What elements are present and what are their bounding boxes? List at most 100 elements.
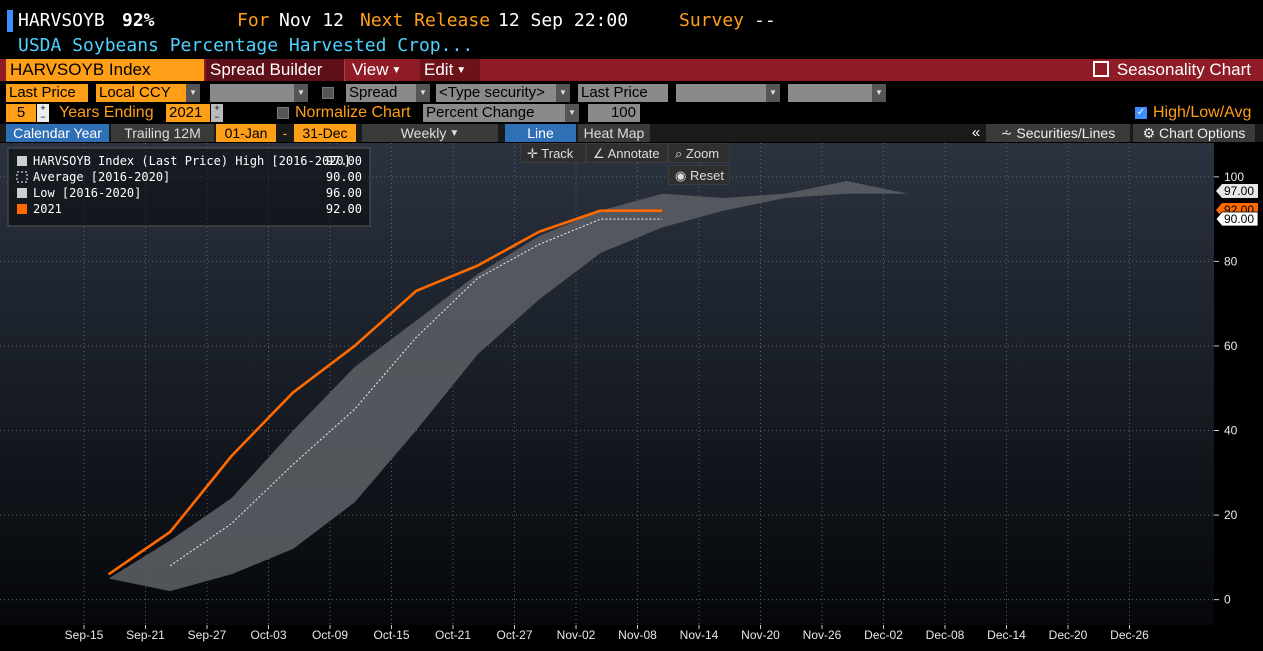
- securities-lines-label: Securities/Lines: [1016, 125, 1116, 141]
- years-ending-label: Years Ending: [59, 104, 154, 121]
- tab-heat-map[interactable]: Heat Map: [578, 124, 650, 142]
- years-count-value: 5: [16, 104, 26, 121]
- x-tick-label: Nov-26: [803, 628, 842, 642]
- collapse-icon[interactable]: «: [971, 124, 981, 141]
- chevron-down-icon: ▼: [186, 84, 200, 102]
- price-tag-avg-text: 90.00: [1224, 212, 1254, 226]
- blank-select-3[interactable]: ▼: [788, 84, 886, 102]
- reset-label: Reset: [689, 168, 724, 183]
- radio-icon: ◉: [675, 168, 690, 183]
- edit-menu-label: Edit: [424, 60, 454, 79]
- type-security-input[interactable]: <Type security> ▼: [436, 84, 570, 102]
- next-release-label: Next Release: [360, 10, 491, 31]
- legend-swatch-average: [16, 171, 28, 183]
- legend-label-low: Low [2016-2020]: [33, 186, 141, 200]
- y-tick-label: 0: [1224, 593, 1231, 607]
- securities-lines-button[interactable]: ⩪ Securities/Lines: [986, 124, 1130, 142]
- x-tick-label: Nov-20: [741, 628, 780, 642]
- chevron-down-icon: ▼: [565, 104, 579, 122]
- x-tick-label: Nov-02: [557, 628, 596, 642]
- chevron-down-icon: ▼: [449, 128, 460, 140]
- tab-calendar-year[interactable]: Calendar Year: [6, 124, 109, 142]
- normalize-base-input[interactable]: 100: [588, 104, 640, 122]
- legend-label-high: HARVSOYB Index (Last Price) High [2016-2…: [33, 154, 351, 168]
- chevron-down-icon: ▼: [391, 64, 402, 76]
- plus-icon[interactable]: +: [211, 104, 223, 113]
- line-2021: [107, 209, 663, 576]
- edit-menu[interactable]: Edit ▼: [420, 59, 480, 81]
- reset-button[interactable]: ◉ Reset: [668, 165, 730, 185]
- x-tick-label: Oct-21: [435, 628, 471, 642]
- next-release-value: 12 Sep 22:00: [498, 10, 629, 31]
- legend-swatch-low: [17, 188, 27, 198]
- y-tick-label: 40: [1224, 424, 1238, 438]
- survey-value: --: [754, 10, 776, 31]
- header-row: HARVSOYB 92% For Nov 12 Next Release 12 …: [0, 8, 1263, 34]
- start-date-input[interactable]: 01-Jan: [216, 124, 276, 142]
- legend-label-2021: 2021: [33, 202, 62, 216]
- seasonality-chart[interactable]: 0 20 40 60 80 100 Sep-15 Sep-21 Sep-27 Oct-03 Oct…: [0, 143, 1263, 651]
- years-count-input[interactable]: 5: [6, 104, 36, 122]
- currency-select[interactable]: Local CCY ▼: [96, 84, 200, 102]
- price-tag-avg: [1215, 211, 1259, 227]
- seasonality-chart-button[interactable]: Seasonality Chart: [1089, 59, 1251, 81]
- y-axis-area: [1214, 143, 1263, 651]
- minus-icon[interactable]: −: [37, 113, 49, 122]
- type-security-placeholder: <Type security>: [439, 84, 545, 101]
- high-low-avg-label: High/Low/Avg: [1153, 104, 1252, 121]
- for-value: Nov 12: [279, 10, 345, 31]
- normalize-mode-select[interactable]: Percent Change ▼: [423, 104, 579, 122]
- minus-icon[interactable]: −: [211, 113, 223, 122]
- blank-select-1[interactable]: ▼: [210, 84, 308, 102]
- price-tag-high-text: 97.00: [1224, 184, 1254, 198]
- chevron-down-icon: ▼: [294, 84, 308, 102]
- y-tick-label: 80: [1224, 254, 1238, 268]
- normalize-mode-label: Percent Change: [426, 104, 535, 121]
- spread-select[interactable]: Spread ▼: [346, 84, 430, 102]
- normalize-checkbox[interactable]: [277, 107, 289, 119]
- frequency-label: Weekly: [400, 125, 447, 141]
- zoom-tool[interactable]: ⌕ Zoom: [668, 143, 730, 163]
- x-tick-label: Dec-20: [1049, 628, 1088, 642]
- x-tick-label: Nov-14: [680, 628, 719, 642]
- x-tick-label: Sep-15: [65, 628, 104, 642]
- legend-box: [7, 147, 371, 227]
- normalize-label: Normalize Chart: [295, 104, 411, 121]
- track-label: Track: [541, 146, 574, 161]
- legend-value-low: 96.00: [326, 186, 362, 200]
- spread-builder-button[interactable]: Spread Builder: [206, 59, 345, 81]
- y-axis: 0 20 40 60 80 100: [1214, 170, 1244, 607]
- spread-select-label: Spread: [349, 84, 398, 101]
- legend-value-average: 90.00: [326, 170, 362, 184]
- chart-tab-row: Calendar Year Trailing 12M 01-Jan - 31-D…: [0, 124, 1263, 142]
- year-end-input[interactable]: 2021: [166, 104, 210, 122]
- frequency-select[interactable]: Weekly ▼: [362, 124, 498, 142]
- current-value: 92%: [122, 10, 155, 31]
- check-icon[interactable]: ✓: [1135, 107, 1147, 119]
- annotate-tool[interactable]: ∠ Annotate: [586, 143, 668, 163]
- ticker[interactable]: HARVSOYB: [18, 10, 105, 31]
- blank-select-2[interactable]: ▼: [676, 84, 780, 102]
- x-tick-label: Dec-26: [1110, 628, 1149, 642]
- tab-trailing-12m[interactable]: Trailing 12M: [111, 124, 214, 142]
- pencil-icon: ∠: [593, 146, 608, 161]
- chart-options-button[interactable]: ⚙ Chart Options: [1133, 124, 1255, 142]
- view-menu[interactable]: View ▼: [348, 59, 416, 81]
- tab-line[interactable]: Line: [505, 124, 576, 142]
- field2-select[interactable]: Last Price: [578, 84, 668, 102]
- chevron-down-icon: ▼: [872, 84, 886, 102]
- ticker-marker: [7, 10, 13, 32]
- x-tick-label: Dec-02: [864, 628, 903, 642]
- x-tick-label: Oct-09: [312, 628, 348, 642]
- field-select[interactable]: Last Price: [6, 84, 88, 102]
- survey-label: Survey: [679, 10, 745, 31]
- end-date-input[interactable]: 31-Dec: [294, 124, 356, 142]
- y-tick-label: 100: [1224, 170, 1244, 184]
- track-tool[interactable]: ✛ Track: [520, 143, 586, 163]
- security-field[interactable]: HARVSOYB Index: [6, 59, 204, 81]
- x-tick-label: Sep-27: [188, 628, 227, 642]
- plus-icon[interactable]: +: [37, 104, 49, 113]
- currency-select-label: Local CCY: [99, 84, 171, 101]
- spread-checkbox[interactable]: [322, 87, 334, 99]
- x-tick-label: Oct-03: [250, 628, 286, 642]
